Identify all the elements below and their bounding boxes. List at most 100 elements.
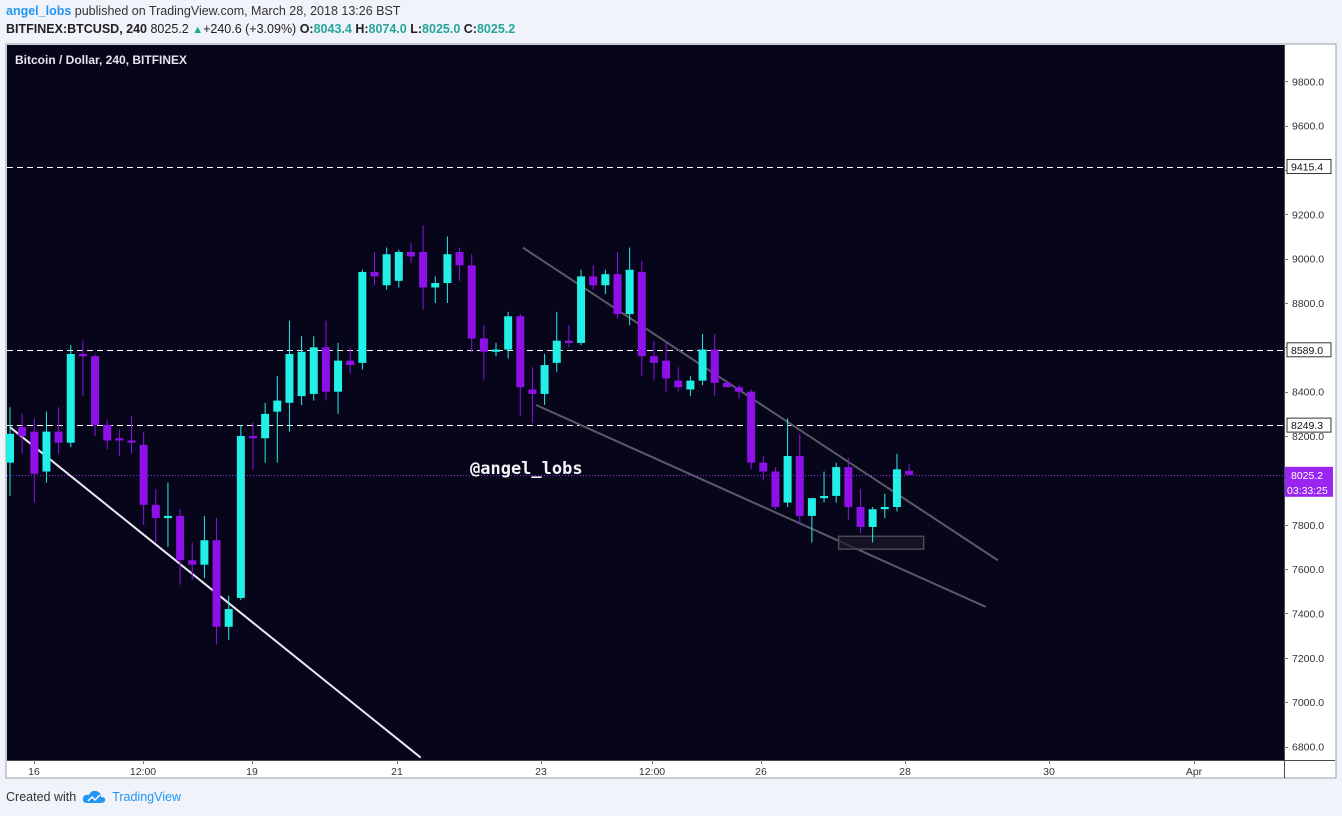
time-tick-label: Apr bbox=[1186, 766, 1203, 778]
candle-body bbox=[261, 413, 270, 439]
time-axis[interactable] bbox=[7, 760, 1284, 777]
candle bbox=[601, 269, 610, 295]
time-tick-label: 19 bbox=[246, 766, 258, 778]
candle-body bbox=[394, 251, 403, 281]
up-arrow-icon: ▲ bbox=[192, 24, 204, 36]
current-price-badge bbox=[1285, 466, 1333, 497]
support-box[interactable] bbox=[837, 535, 925, 550]
published-text: published on TradingView.com, March 28, … bbox=[74, 4, 401, 18]
price-tick-label: 9000.0 bbox=[1292, 254, 1324, 266]
bar-countdown-label: 03:33:25 bbox=[1287, 485, 1328, 497]
candle bbox=[637, 260, 646, 377]
candle-body bbox=[467, 265, 476, 339]
open-value: 8043.4 bbox=[313, 22, 352, 36]
time-tick-label: 21 bbox=[391, 766, 403, 778]
low-value: 8025.0 bbox=[422, 22, 461, 36]
candle-body bbox=[176, 515, 185, 561]
candle-body bbox=[747, 391, 756, 463]
candle bbox=[698, 334, 707, 386]
close-label: C: bbox=[463, 22, 477, 36]
candle bbox=[91, 354, 100, 437]
candle-body bbox=[346, 360, 355, 366]
candle-body bbox=[91, 356, 100, 425]
candle bbox=[674, 367, 683, 392]
symbol-info: BITFINEX:BTCUSD, 240 8025.2 ▲+240.6 (+3.… bbox=[6, 22, 515, 36]
candle bbox=[54, 407, 63, 454]
candlestick-chart[interactable]: 6800.07000.07200.07400.07600.07800.08000… bbox=[0, 40, 1342, 782]
candle bbox=[103, 420, 112, 450]
candle-body bbox=[236, 436, 245, 598]
candle bbox=[795, 433, 804, 525]
level-badge bbox=[1286, 342, 1332, 358]
candle bbox=[820, 471, 829, 503]
last-price: 8025.2 bbox=[150, 22, 189, 36]
candle-body bbox=[334, 360, 343, 392]
candle bbox=[273, 376, 282, 463]
candle-body bbox=[516, 316, 525, 388]
candle-body bbox=[42, 431, 51, 472]
candle-body bbox=[552, 340, 561, 363]
plot-area[interactable] bbox=[7, 45, 1284, 760]
chart-title: Bitcoin / Dollar, 240, BITFINEX bbox=[15, 53, 187, 67]
candle-body bbox=[795, 456, 804, 516]
price-tick-label: 9800.0 bbox=[1292, 76, 1324, 88]
tradingview-cloud-icon bbox=[83, 790, 106, 803]
candle-body bbox=[698, 349, 707, 381]
candle-body bbox=[880, 507, 889, 510]
candle-body bbox=[443, 254, 452, 284]
candle-body bbox=[674, 380, 683, 388]
candle bbox=[467, 254, 476, 352]
price-tick-label: 9600.0 bbox=[1292, 121, 1324, 133]
time-tick-label: 23 bbox=[535, 766, 547, 778]
candle-body bbox=[188, 560, 197, 565]
candle bbox=[78, 340, 87, 397]
candle-body bbox=[528, 389, 537, 394]
candle bbox=[516, 314, 525, 417]
candle bbox=[735, 385, 743, 399]
candle-body bbox=[18, 427, 27, 437]
candle bbox=[686, 376, 695, 397]
time-tick-label: 26 bbox=[755, 766, 767, 778]
author-link[interactable]: angel_lobs bbox=[6, 4, 72, 18]
candle bbox=[710, 334, 719, 397]
tradingview-link[interactable]: TradingView bbox=[112, 790, 181, 804]
candle-body bbox=[249, 436, 257, 439]
candle bbox=[382, 247, 391, 290]
candle bbox=[309, 336, 318, 401]
candle bbox=[285, 320, 294, 432]
candle bbox=[431, 276, 440, 303]
footer: Created with TradingView bbox=[6, 790, 181, 804]
candle-body bbox=[722, 382, 731, 388]
candle-body bbox=[710, 349, 719, 383]
candle-body bbox=[832, 467, 841, 496]
horizontal-levels bbox=[7, 167, 1284, 476]
candle bbox=[261, 402, 270, 463]
candle bbox=[176, 509, 185, 585]
time-tick-label: 16 bbox=[28, 766, 40, 778]
candle bbox=[334, 342, 343, 414]
candle bbox=[358, 269, 367, 370]
price-change: +240.6 (+3.09%) bbox=[203, 22, 297, 36]
candle-body bbox=[212, 540, 221, 627]
candle-body bbox=[455, 251, 464, 266]
candle-body bbox=[224, 609, 233, 627]
candle-body bbox=[820, 495, 829, 499]
candle-body bbox=[892, 469, 901, 508]
candle-body bbox=[127, 440, 136, 443]
candle-body bbox=[601, 274, 610, 286]
candle bbox=[127, 416, 136, 454]
candle bbox=[771, 467, 780, 510]
candle-body bbox=[807, 498, 816, 516]
trendline-1[interactable] bbox=[522, 246, 999, 562]
candle bbox=[30, 418, 39, 503]
candle bbox=[540, 354, 549, 406]
candle-body bbox=[540, 365, 549, 394]
price-tick-label: 7600.0 bbox=[1292, 564, 1324, 576]
trendline-2[interactable] bbox=[535, 404, 987, 608]
close-value: 8025.2 bbox=[476, 22, 516, 36]
candle-body bbox=[783, 456, 792, 503]
candle bbox=[722, 380, 731, 388]
time-axis-labels: 16 12:00 19 21 23 12:00 26 28 30 Apr bbox=[28, 760, 1203, 778]
candle bbox=[66, 345, 75, 448]
candle-body bbox=[163, 515, 172, 519]
